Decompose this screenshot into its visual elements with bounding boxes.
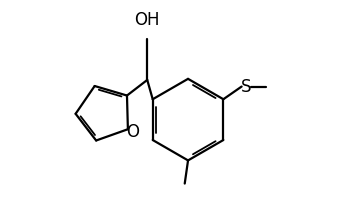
Text: OH: OH — [134, 11, 160, 29]
Text: O: O — [126, 123, 139, 141]
Text: S: S — [241, 78, 252, 95]
